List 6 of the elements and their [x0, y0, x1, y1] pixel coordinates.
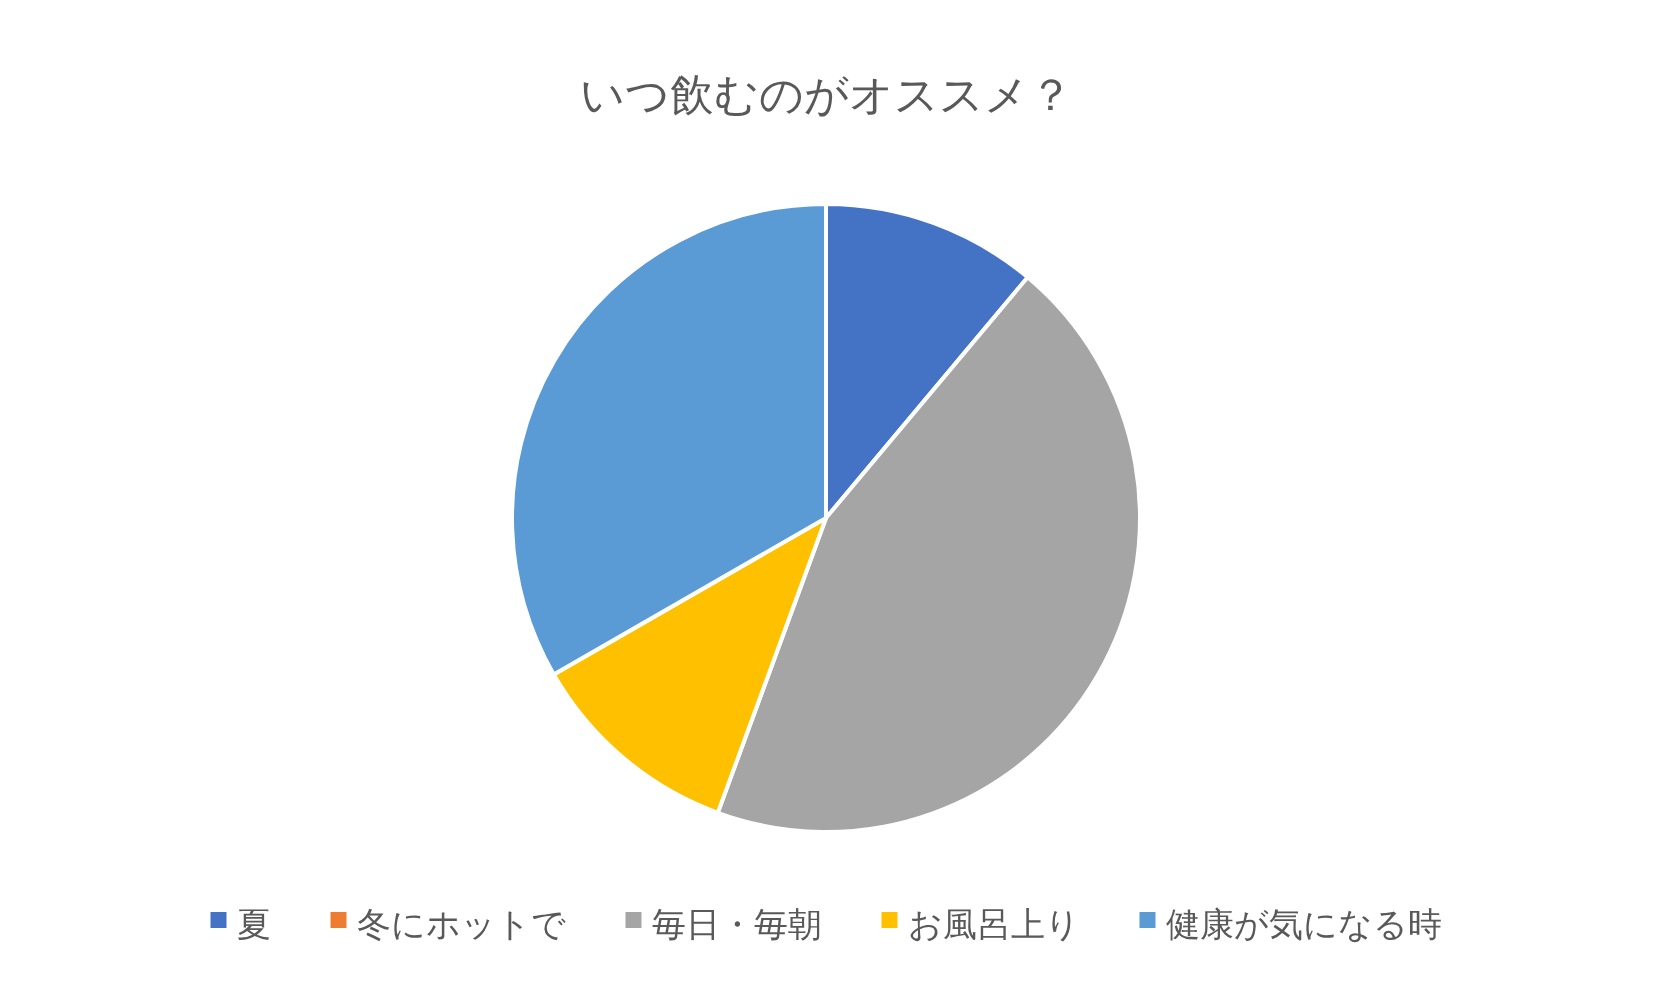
legend-label: お風呂上り — [907, 903, 1080, 944]
legend-label: 冬にホットで — [356, 903, 566, 944]
legend-label: 夏 — [236, 903, 271, 944]
chart-title: いつ飲むのがオススメ？ — [579, 69, 1073, 120]
legend-label: 毎日・毎朝 — [651, 903, 822, 944]
legend-label: 健康が気になる時 — [1165, 903, 1442, 944]
